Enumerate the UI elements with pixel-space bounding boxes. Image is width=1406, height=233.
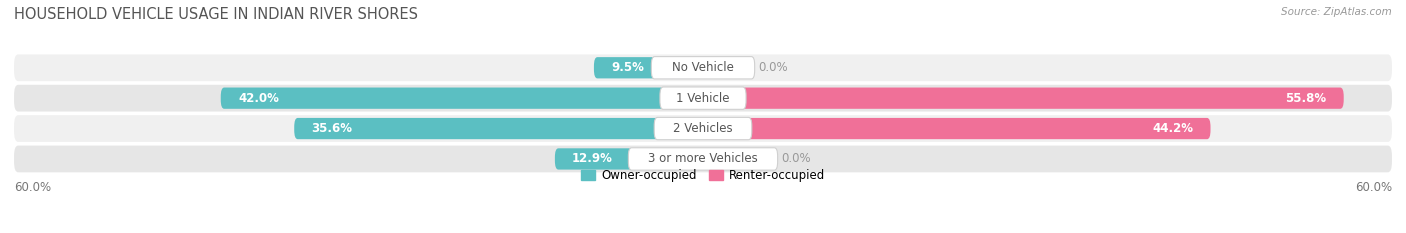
FancyBboxPatch shape [555,148,703,170]
FancyBboxPatch shape [14,146,1392,172]
Text: 35.6%: 35.6% [312,122,353,135]
Text: 0.0%: 0.0% [758,61,787,74]
FancyBboxPatch shape [654,117,752,140]
FancyBboxPatch shape [14,85,1392,112]
Text: 1 Vehicle: 1 Vehicle [676,92,730,105]
FancyBboxPatch shape [703,88,1344,109]
Text: 12.9%: 12.9% [572,152,613,165]
FancyBboxPatch shape [14,115,1392,142]
Text: 9.5%: 9.5% [612,61,644,74]
Text: Source: ZipAtlas.com: Source: ZipAtlas.com [1281,7,1392,17]
Legend: Owner-occupied, Renter-occupied: Owner-occupied, Renter-occupied [576,164,830,187]
FancyBboxPatch shape [221,88,703,109]
Text: 3 or more Vehicles: 3 or more Vehicles [648,152,758,165]
FancyBboxPatch shape [628,148,778,170]
Text: 2 Vehicles: 2 Vehicles [673,122,733,135]
Text: No Vehicle: No Vehicle [672,61,734,74]
Text: 60.0%: 60.0% [14,181,51,194]
FancyBboxPatch shape [593,57,703,79]
Text: 55.8%: 55.8% [1285,92,1326,105]
FancyBboxPatch shape [703,118,1211,139]
FancyBboxPatch shape [294,118,703,139]
FancyBboxPatch shape [651,57,755,79]
Text: 60.0%: 60.0% [1355,181,1392,194]
Text: 44.2%: 44.2% [1153,122,1194,135]
FancyBboxPatch shape [14,54,1392,81]
Text: 0.0%: 0.0% [782,152,811,165]
FancyBboxPatch shape [659,87,747,109]
Text: HOUSEHOLD VEHICLE USAGE IN INDIAN RIVER SHORES: HOUSEHOLD VEHICLE USAGE IN INDIAN RIVER … [14,7,418,22]
Text: 42.0%: 42.0% [238,92,278,105]
